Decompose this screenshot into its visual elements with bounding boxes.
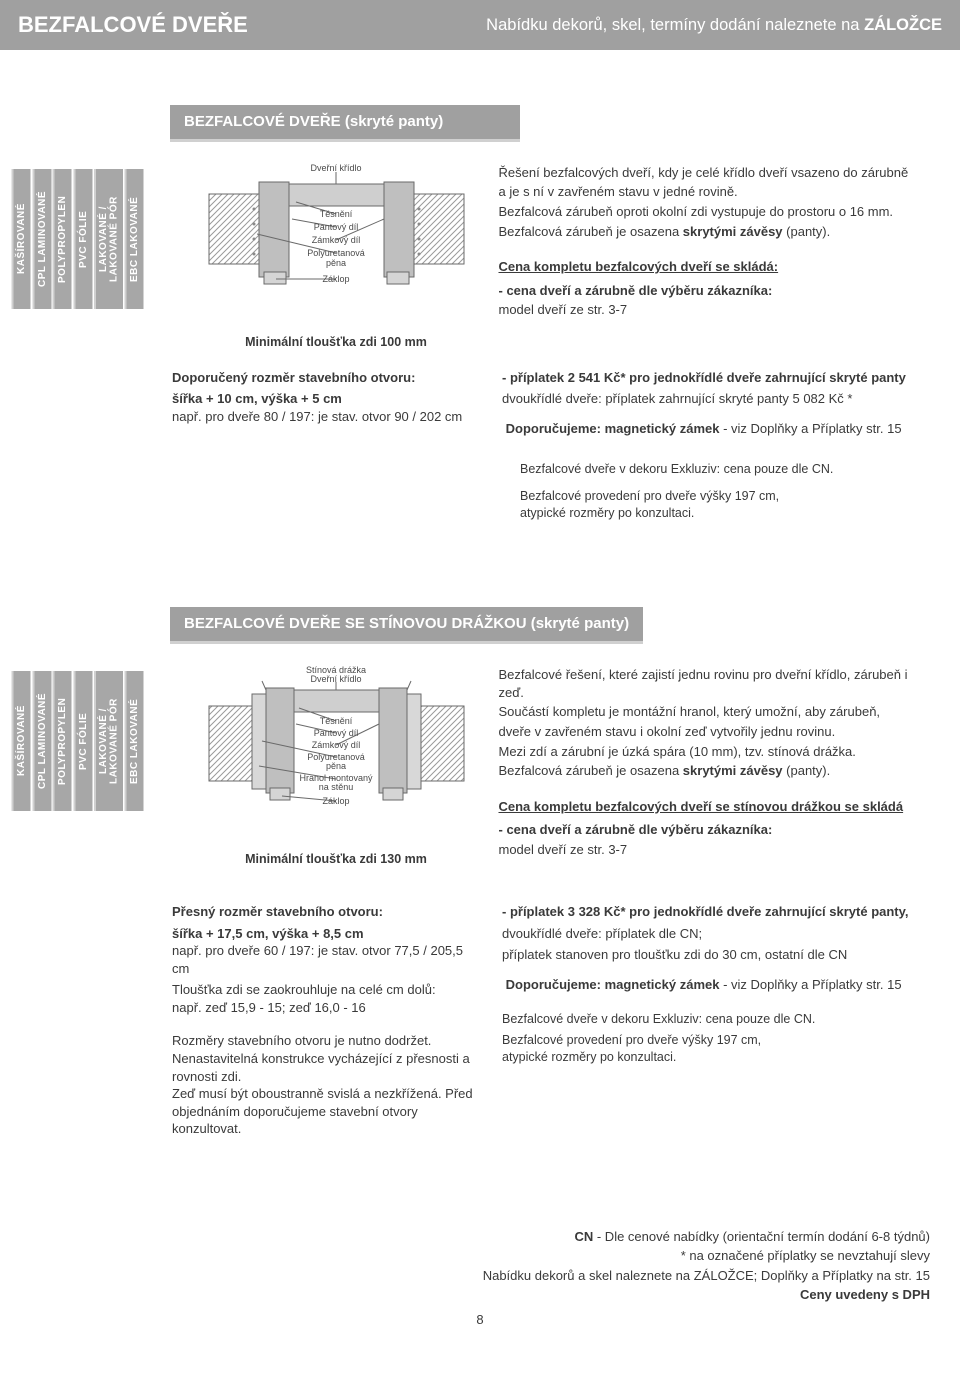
tab-pvc: PVC FÓLIE — [74, 671, 93, 811]
svg-text:Záklop: Záklop — [322, 274, 349, 284]
tab-kasirovane: KAŠÍROVANÉ — [12, 671, 31, 811]
diagram-2: Stínová drážka Dveřní křídlo Těsnění Pan… — [144, 666, 499, 868]
tab-kasirovane: KAŠÍROVANÉ — [12, 169, 31, 309]
svg-text:Zámkový díl: Zámkový díl — [311, 740, 360, 750]
material-tabs-1: KAŠÍROVANÉ CPL LAMINOVANÉ POLYPROPYLEN P… — [0, 164, 144, 309]
tab-polypropylen: POLYPROPYLEN — [53, 671, 72, 811]
section1-description: Řešení bezfalcových dveří, kdy je celé k… — [499, 164, 960, 321]
tab-polypropylen: POLYPROPYLEN — [53, 169, 72, 309]
svg-text:Pantový díl: Pantový díl — [313, 222, 358, 232]
section1-surcharge: - příplatek 2 541 Kč* pro jednokřídlé dv… — [502, 369, 930, 442]
section-heading-1: BEZFALCOVÉ DVEŘE (skryté panty) — [170, 105, 520, 142]
material-tabs-2: KAŠÍROVANÉ CPL LAMINOVANÉ POLYPROPYLEN P… — [0, 666, 144, 811]
diagram-1-caption: Minimální tloušťka zdi 100 mm — [204, 334, 469, 351]
svg-text:Těsnění: Těsnění — [319, 209, 352, 219]
svg-text:Dveřní křídlo: Dveřní křídlo — [310, 674, 361, 684]
svg-text:Dveřní křídlo: Dveřní křídlo — [310, 164, 361, 173]
section2-main: KAŠÍROVANÉ CPL LAMINOVANÉ POLYPROPYLEN P… — [0, 666, 960, 868]
tab-ebc: EBC LAKOVANÉ — [125, 671, 144, 811]
tab-lakovane: LAKOVANÉ / LAKOVANÉ PÓR — [94, 671, 123, 811]
door-shadow-gap-icon: Stínová drážka Dveřní křídlo Těsnění Pan… — [204, 666, 469, 841]
section2-details: Přesný rozměr stavebního otvoru: šířka +… — [0, 903, 960, 1138]
svg-text:Těsnění: Těsnění — [319, 716, 352, 726]
section2-surcharge: - příplatek 3 328 Kč* pro jednokřídlé dv… — [502, 903, 930, 1138]
tab-cpl: CPL LAMINOVANÉ — [33, 671, 52, 811]
page-header: BEZFALCOVÉ DVEŘE Nabídku dekorů, skel, t… — [0, 0, 960, 50]
page-number: 8 — [0, 1306, 960, 1335]
svg-text:pěna: pěna — [325, 258, 345, 268]
door-cross-section-icon: Dveřní křídlo Těsnění Pantový díl Zámkov… — [204, 164, 469, 324]
tab-cpl: CPL LAMINOVANÉ — [33, 169, 52, 309]
svg-text:Zámkový díl: Zámkový díl — [311, 235, 360, 245]
section2-opening-size: Přesný rozměr stavebního otvoru: šířka +… — [172, 903, 502, 1138]
section1-notes: Bezfalcové dveře v dekoru Exkluziv: cena… — [0, 461, 960, 522]
tab-pvc: PVC FÓLIE — [74, 169, 93, 309]
svg-text:Pantový díl: Pantový díl — [313, 728, 358, 738]
section1-main: KAŠÍROVANÉ CPL LAMINOVANÉ POLYPROPYLEN P… — [0, 164, 960, 351]
diagram-1: Dveřní křídlo Těsnění Pantový díl Zámkov… — [144, 164, 499, 351]
page-title: BEZFALCOVÉ DVEŘE — [18, 10, 248, 40]
diagram-2-caption: Minimální tloušťka zdi 130 mm — [204, 851, 469, 868]
tab-ebc: EBC LAKOVANÉ — [125, 169, 144, 309]
svg-text:na stěnu: na stěnu — [318, 782, 353, 792]
svg-text:Polyuretanová: Polyuretanová — [307, 248, 365, 258]
price-heading-1: Cena kompletu bezfalcových dveří se sklá… — [499, 258, 931, 276]
page-subtitle: Nabídku dekorů, skel, termíny dodání nal… — [486, 14, 942, 36]
svg-text:Záklop: Záklop — [322, 796, 349, 806]
price-heading-2: Cena kompletu bezfalcových dveří se stín… — [499, 798, 931, 816]
page-footer: CN - Dle cenové nabídky (orientační term… — [0, 1228, 960, 1304]
section-heading-2: BEZFALCOVÉ DVEŘE SE STÍNOVOU DRÁŽKOU (sk… — [170, 607, 643, 644]
svg-text:pěna: pěna — [325, 761, 345, 771]
section2-description: Bezfalcové řešení, které zajistí jednu r… — [499, 666, 960, 860]
section1-opening-size: Doporučený rozměr stavebního otvoru: šíř… — [172, 369, 502, 442]
section1-details: Doporučený rozměr stavebního otvoru: šíř… — [0, 369, 960, 442]
tab-lakovane: LAKOVANÉ / LAKOVANÉ PÓR — [94, 169, 123, 309]
